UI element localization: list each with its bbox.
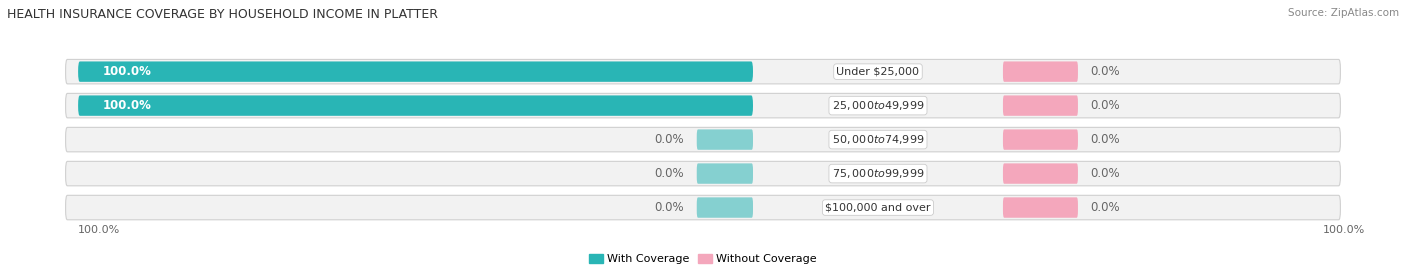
Text: 0.0%: 0.0% <box>1091 167 1121 180</box>
Text: 0.0%: 0.0% <box>655 201 685 214</box>
Text: HEALTH INSURANCE COVERAGE BY HOUSEHOLD INCOME IN PLATTER: HEALTH INSURANCE COVERAGE BY HOUSEHOLD I… <box>7 8 439 21</box>
Text: 0.0%: 0.0% <box>1091 65 1121 78</box>
FancyBboxPatch shape <box>1002 197 1078 218</box>
FancyBboxPatch shape <box>66 93 1340 118</box>
Legend: With Coverage, Without Coverage: With Coverage, Without Coverage <box>585 249 821 268</box>
Text: $75,000 to $99,999: $75,000 to $99,999 <box>832 167 924 180</box>
FancyBboxPatch shape <box>1002 129 1078 150</box>
Text: $50,000 to $74,999: $50,000 to $74,999 <box>832 133 924 146</box>
FancyBboxPatch shape <box>79 95 754 116</box>
Text: $25,000 to $49,999: $25,000 to $49,999 <box>832 99 924 112</box>
Text: 0.0%: 0.0% <box>1091 99 1121 112</box>
Text: 0.0%: 0.0% <box>1091 201 1121 214</box>
FancyBboxPatch shape <box>79 61 754 82</box>
FancyBboxPatch shape <box>697 197 754 218</box>
FancyBboxPatch shape <box>697 129 754 150</box>
FancyBboxPatch shape <box>1002 95 1078 116</box>
Text: 100.0%: 100.0% <box>103 65 152 78</box>
Text: 100.0%: 100.0% <box>103 99 152 112</box>
Text: 0.0%: 0.0% <box>655 133 685 146</box>
Text: 0.0%: 0.0% <box>655 167 685 180</box>
Text: Under $25,000: Under $25,000 <box>837 67 920 77</box>
Text: Source: ZipAtlas.com: Source: ZipAtlas.com <box>1288 8 1399 18</box>
FancyBboxPatch shape <box>66 59 1340 84</box>
Text: 0.0%: 0.0% <box>1091 133 1121 146</box>
FancyBboxPatch shape <box>1002 61 1078 82</box>
FancyBboxPatch shape <box>66 195 1340 220</box>
FancyBboxPatch shape <box>697 163 754 184</box>
Text: 100.0%: 100.0% <box>1323 225 1365 235</box>
Text: 100.0%: 100.0% <box>79 225 121 235</box>
Text: $100,000 and over: $100,000 and over <box>825 203 931 213</box>
FancyBboxPatch shape <box>66 127 1340 152</box>
FancyBboxPatch shape <box>1002 163 1078 184</box>
FancyBboxPatch shape <box>66 161 1340 186</box>
